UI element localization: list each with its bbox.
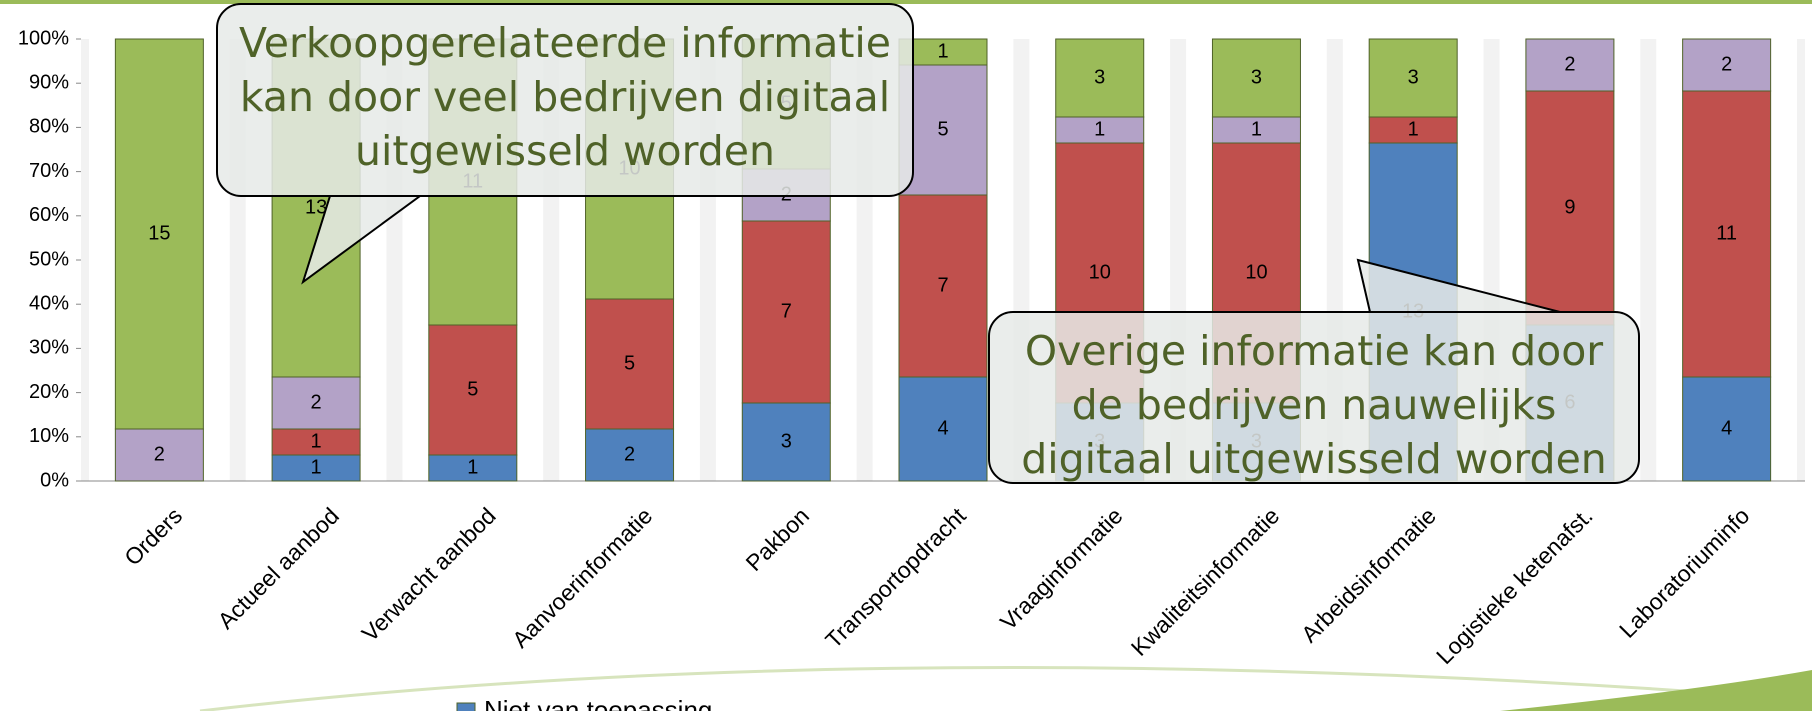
data-label: 1 [937,40,948,62]
data-label: 1 [1251,118,1262,140]
bar-segment [898,194,988,378]
callout-text: uitgewisseld worden [355,127,775,175]
callout-box [216,3,914,197]
callout-text: digitaal uitgewisseld worden [1021,435,1607,483]
y-tick-label: 30% [29,337,69,359]
data-label: 4 [937,417,948,439]
bar-segment [1368,116,1458,144]
data-label: 2 [1721,53,1732,75]
bar-segment [1211,116,1301,144]
y-tick-label: 80% [29,116,69,138]
x-tick-label: Arbeidsinformatie [1296,502,1441,647]
legend-swatch [456,702,476,711]
x-tick-label: Actueel aanbod [213,502,344,633]
x-tick-label: Pakbon [741,502,815,576]
data-label: 1 [1094,118,1105,140]
data-label: 5 [467,378,478,400]
y-tick-label: 10% [29,425,69,447]
x-tick-label: Transportopdracht [820,502,971,653]
y-tick-label: 60% [29,204,69,226]
bar-segment [1682,38,1772,92]
y-tick-label: 40% [29,292,69,314]
data-label: 5 [937,118,948,140]
annotations: Verkoopgerelateerde informatie kan door v… [216,3,1640,484]
callout-text: de bedrijven nauwelijks [1072,381,1557,429]
bar-segment [585,428,675,482]
decor-curve [199,666,1812,711]
y-tick-label: 0% [40,469,69,491]
y-tick-label: 20% [29,381,69,403]
data-label: 10 [1245,261,1267,283]
x-tick-label: Laboratoriuminfo [1614,502,1754,642]
bar-segment [741,402,831,482]
data-label: 10 [1089,261,1111,283]
x-tick-label: Vraaginformatie [995,502,1128,635]
bar-segment [741,220,831,404]
data-label: 1 [1408,118,1419,140]
bar-segment [271,454,361,482]
data-label: 7 [937,274,948,296]
bar-segment [114,428,204,482]
top-band [0,0,1812,4]
y-tick-label: 90% [29,71,69,93]
data-label: 1 [467,456,478,478]
data-label: 5 [624,352,635,374]
data-label: 2 [1564,53,1575,75]
data-label: 9 [1564,196,1575,218]
bar-segment [1055,38,1145,118]
x-tick-label: Kwaliteitsinformatie [1126,502,1284,660]
data-label: 7 [781,300,792,322]
data-label: 3 [781,430,792,452]
bar-segment [1682,90,1772,378]
data-label: 2 [624,443,635,465]
data-label: 15 [148,222,170,244]
bar-segment [1368,38,1458,118]
bar-segment [1055,116,1145,144]
y-tick-label: 100% [18,27,69,49]
callout-text: Verkoopgerelateerde informatie [239,19,891,67]
x-tick-label: Orders [119,502,187,570]
data-label: 4 [1721,417,1732,439]
y-tick-label: 50% [29,248,69,270]
data-label: 1 [311,430,322,452]
data-label: 3 [1408,66,1419,88]
bar-segment [1525,90,1615,326]
data-label: 1 [311,456,322,478]
bar-segment [271,428,361,456]
decor-curve [1500,670,1812,711]
data-label: 13 [305,196,327,218]
data-label: 3 [1094,66,1105,88]
x-tick-label: Logistieke ketenafst. [1431,502,1598,669]
x-tick-label: Verwacht aanbod [357,502,501,646]
bar-segment [428,324,518,456]
bar-segment [114,38,204,430]
data-label: 2 [154,443,165,465]
bar-segment [898,376,988,482]
callout-text: kan door veel bedrijven digitaal [240,73,890,121]
data-label: 11 [1716,222,1737,244]
legend-label: Niet van toepassing [484,695,712,711]
callout-box [988,311,1640,484]
data-label: 3 [1251,66,1262,88]
y-tick-label: 70% [29,160,69,182]
bar-segment [1525,38,1615,92]
data-label: 2 [311,391,322,413]
callout-text: Overige informatie kan door [1025,327,1603,375]
bar-segment [1211,38,1301,118]
x-tick-label: Aanvoerinformatie [507,502,657,652]
